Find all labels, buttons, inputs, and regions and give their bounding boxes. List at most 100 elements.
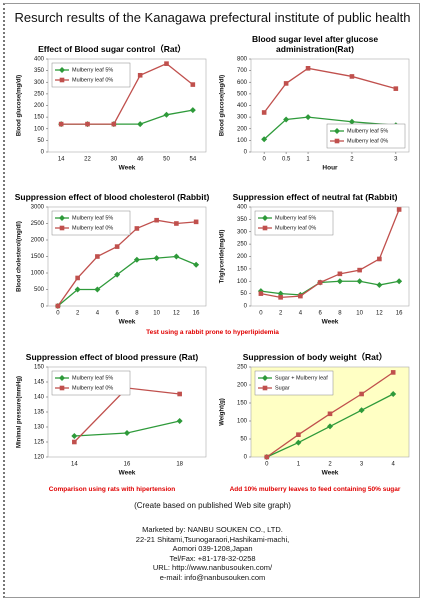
marker	[114, 244, 120, 249]
page-frame	[3, 3, 420, 598]
x-tick-label: 2	[279, 311, 283, 317]
y-tick-label: 300	[237, 229, 248, 235]
marker	[396, 278, 403, 285]
x-tick-label: 4	[392, 462, 396, 468]
y-tick-label: 0	[244, 455, 248, 461]
marker	[327, 411, 333, 417]
x-tick-label: 2	[350, 157, 354, 163]
marker	[163, 111, 170, 118]
y-tick-label: 150	[237, 266, 248, 272]
x-tick-label: 0	[56, 311, 60, 317]
y-tick-label: 50	[240, 291, 247, 297]
x-tick-label: 2	[328, 462, 332, 468]
y-tick-label: 200	[237, 126, 248, 132]
marker	[357, 267, 362, 273]
y-tick-label: 50	[240, 437, 247, 443]
chart-annotation: Comparison using rats with hipertension	[48, 486, 176, 493]
y-tick-label: 150	[237, 401, 248, 407]
x-tick-label: 16	[124, 462, 131, 468]
y-tick-label: 100	[237, 279, 248, 285]
x-tick-label: 16	[193, 311, 200, 317]
chart-panel: Effect of Blood sugar control（Rat） 14 22 30…	[12, 32, 212, 174]
y-axis-label: Blood glucose(mg/dl)	[17, 75, 23, 136]
x-axis-label: Week	[322, 470, 339, 477]
legend-marker	[262, 385, 268, 391]
legend-label: Mulberry leaf 5%	[72, 375, 113, 381]
marker	[390, 391, 397, 397]
x-tick-label: 0.5	[282, 157, 291, 163]
y-tick-label: 400	[237, 205, 248, 211]
chart-annotation: Add 10% mulberry leaves to feed containi…	[229, 486, 401, 493]
marker	[356, 278, 363, 285]
marker	[114, 271, 121, 278]
x-tick-label: 4	[96, 311, 100, 317]
legend-box	[51, 370, 131, 396]
marker	[75, 275, 80, 281]
chart: 14 16 18 120 125 130 135 140 145 150 Week Minimal p…	[17, 365, 207, 477]
series-line	[260, 209, 400, 298]
legend-box	[51, 62, 131, 88]
y-tick-label: 250	[34, 91, 45, 97]
marker	[71, 433, 78, 439]
marker	[261, 110, 267, 115]
marker	[164, 61, 169, 66]
marker	[137, 121, 144, 128]
marker	[296, 432, 301, 437]
legend-marker	[262, 375, 268, 381]
y-tick-label: 0	[244, 150, 248, 156]
marker	[376, 281, 383, 288]
legend-marker	[262, 215, 268, 221]
marker	[124, 430, 130, 436]
legend-label: Mulberry leaf 0%	[275, 225, 316, 231]
y-tick-label: 150	[34, 365, 45, 371]
marker	[189, 107, 196, 114]
marker	[177, 391, 182, 397]
marker	[95, 254, 100, 259]
chart-title: Suppression effect of neutral fat (Rabbi…	[232, 192, 398, 202]
y-tick-label: 0	[41, 304, 45, 310]
x-tick-label: 14	[71, 462, 78, 468]
footer-line: Marketed by: NANBU SOUKEN CO., LTD.	[142, 525, 283, 534]
y-axis-label: Minimal pressure(mmHg)	[17, 376, 23, 448]
x-tick-label: 8	[338, 311, 342, 317]
marker	[278, 295, 283, 300]
chart-title: Suppression effect of blood pressure (Ra…	[25, 352, 199, 362]
y-tick-label: 140	[34, 395, 45, 401]
y-tick-label: 130	[34, 425, 45, 431]
y-tick-label: 150	[34, 115, 45, 121]
y-tick-label: 350	[237, 217, 248, 223]
note: Test using a rabbit prone to hyperlipide…	[146, 329, 279, 336]
y-tick-label: 120	[34, 455, 45, 461]
y-tick-label: 50	[37, 138, 44, 144]
marker	[174, 221, 179, 226]
x-tick-label: 6	[115, 311, 119, 317]
marker	[58, 121, 64, 127]
series-line	[57, 255, 197, 307]
legend-marker	[59, 67, 65, 73]
x-tick-label: 3	[360, 462, 364, 468]
x-axis-label: Hour	[322, 165, 338, 172]
y-tick-label: 600	[237, 80, 248, 86]
chart-panel: Blood sugar level after glucose administ…	[215, 32, 415, 174]
y-tick-label: 0	[244, 304, 248, 310]
x-tick-label: 16	[396, 311, 403, 317]
marker	[111, 121, 117, 127]
y-axis-label: Weight(g)	[220, 398, 226, 426]
x-tick-label: 12	[376, 311, 383, 317]
x-tick-label: 10	[356, 311, 363, 317]
marker	[295, 439, 302, 446]
x-tick-label: 1	[306, 157, 310, 163]
marker	[173, 253, 180, 260]
chart: 0 2 4 6 8 10 12 16 0 500 1000 1500 2000 2500 3000 Week B…	[17, 205, 207, 326]
y-tick-label: 200	[34, 103, 45, 109]
x-tick-label: 6	[318, 311, 322, 317]
footer-line: Aomori 039-1208,Japan	[172, 544, 253, 553]
y-axis-label: Blood glucose(mg/dl)	[220, 75, 226, 136]
legend-marker	[334, 138, 340, 144]
x-tick-label: 12	[173, 311, 180, 317]
y-tick-label: 400	[34, 57, 45, 63]
legend-label: Mulberry leaf 5%	[72, 67, 113, 73]
marker	[396, 207, 402, 212]
marker	[261, 136, 268, 143]
marker	[349, 74, 355, 79]
